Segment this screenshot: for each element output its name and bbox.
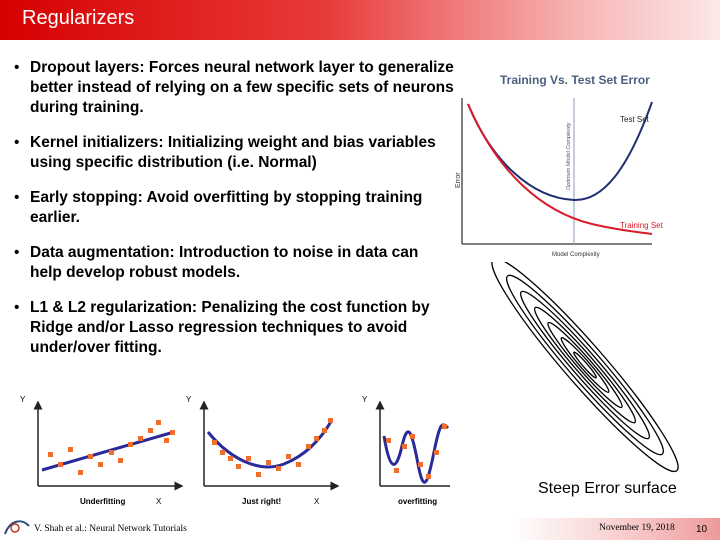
train-test-error-figure: Training Vs. Test Set Error Error Model … xyxy=(455,73,664,258)
overfitting-curve xyxy=(382,423,450,484)
overfitting-y-label: Y xyxy=(362,395,368,404)
logo-icon xyxy=(4,520,30,535)
steep-surface-caption: Steep Error surface xyxy=(538,480,677,497)
training-set-curve xyxy=(467,103,653,235)
error-figure-title: Training Vs. Test Set Error xyxy=(500,73,650,87)
overfitting-label: overfitting xyxy=(398,497,437,506)
just-right-panel: Y X Just right! xyxy=(186,395,340,506)
underfitting-y-label: Y xyxy=(20,395,26,404)
slide-title: Regularizers xyxy=(22,7,135,29)
bullet-early-stopping: Early stopping: Avoid overfitting by sto… xyxy=(14,188,454,228)
bullet-l1-l2: L1 & L2 regularization: Penalizing the c… xyxy=(14,298,454,358)
page-number: 10 xyxy=(696,524,708,535)
bullet-dropout: Dropout layers: Forces neural network la… xyxy=(14,58,454,118)
just-right-points xyxy=(212,418,333,477)
fit-comparison-figure: Y X Underfitting Y X Just right! xyxy=(20,395,450,506)
underfitting-points xyxy=(48,420,175,475)
contour-lines xyxy=(491,262,679,473)
footer-author: V. Shah et al.: Neural Network Tutorials xyxy=(34,524,187,534)
training-set-label: Training Set xyxy=(620,221,664,230)
error-surface-figure xyxy=(491,262,679,473)
underfitting-label: Underfitting xyxy=(80,497,125,506)
error-x-label: Model Complexity xyxy=(552,252,600,258)
just-right-y-label: Y xyxy=(186,395,192,404)
test-set-label: Test Set xyxy=(620,115,650,124)
overfitting-panel: Y overfitting xyxy=(362,395,450,506)
bullet-data-augmentation: Data augmentation: Introduction to noise… xyxy=(14,243,454,283)
underfitting-line xyxy=(41,430,175,472)
bullet-list: Dropout layers: Forces neural network la… xyxy=(14,58,454,373)
title-bar: Regularizers xyxy=(0,0,720,40)
footer-bar xyxy=(512,518,720,540)
underfitting-x-label: X xyxy=(156,497,162,506)
footer-date: November 19, 2018 xyxy=(599,523,675,533)
bullet-kernel-initializers: Kernel initializers: Initializing weight… xyxy=(14,133,454,173)
just-right-x-label: X xyxy=(314,497,320,506)
underfitting-panel: Y X Underfitting xyxy=(20,395,184,506)
error-y-label: Error xyxy=(455,172,462,188)
just-right-label: Just right! xyxy=(242,497,281,506)
just-right-curve xyxy=(206,419,334,469)
overfitting-points xyxy=(386,424,447,479)
optimum-label: Optimum Model Complexity xyxy=(566,121,572,190)
